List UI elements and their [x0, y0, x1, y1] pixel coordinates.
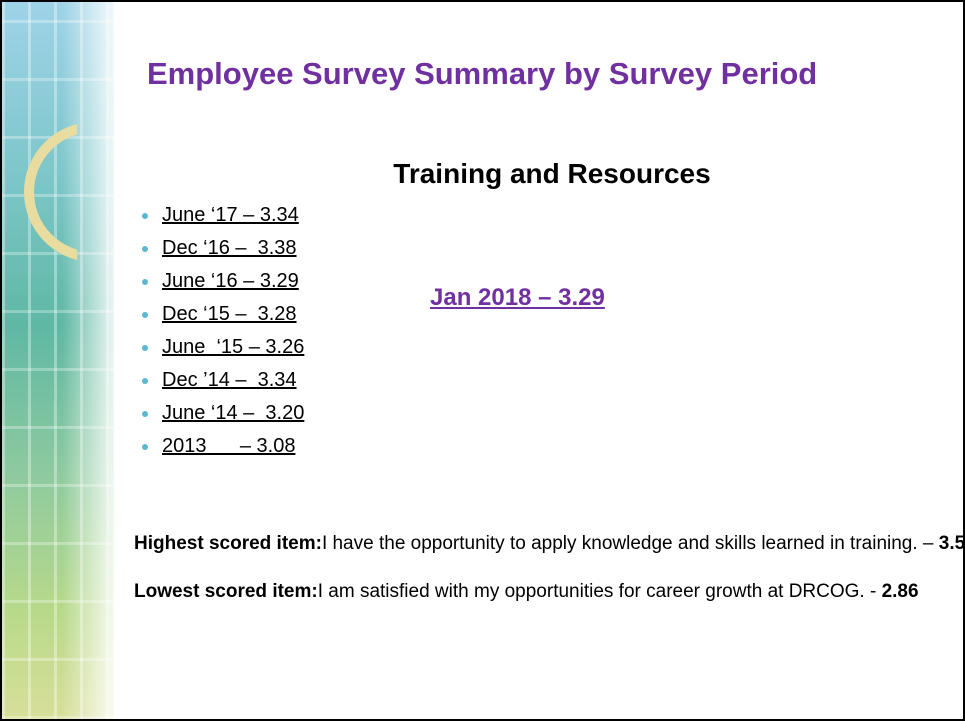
- item: Dec ’14 – 3.34: [140, 365, 304, 398]
- item-text: June ‘14 – 3.20: [162, 402, 305, 424]
- item-text: June ‘15 – 3.26: [162, 336, 305, 358]
- item: Dec ‘15 – 3.28: [140, 299, 304, 332]
- item-text: Dec ‘16 – 3.38: [162, 237, 297, 259]
- current-score: Jan 2018 – 3.29: [430, 284, 605, 311]
- item: 2013 – 3.08: [140, 431, 304, 464]
- label: Lowest scored item:: [134, 581, 318, 602]
- item: Dec ‘16 – 3.38: [140, 233, 304, 266]
- item: June ‘16 – 3.29: [140, 266, 304, 299]
- subtitle: Training and Resources: [393, 158, 711, 189]
- item-text: Dec ’14 – 3.34: [162, 369, 297, 391]
- item-list: June ‘17 – 3.34 Dec ‘16 – 3.38 June ‘16 – …: [140, 200, 304, 464]
- item-text: June ‘16 – 3.29: [162, 270, 299, 292]
- label: Highest scored item:: [134, 533, 322, 554]
- item-text: 2013 – 3.08: [162, 435, 296, 457]
- score: 3.52: [938, 533, 965, 554]
- score: 2.86: [881, 581, 919, 602]
- item: June ‘15 – 3.26: [140, 332, 304, 365]
- lowest-item: Lowest scored item:I am satisfied with m…: [134, 581, 963, 602]
- item: June ‘14 – 3.20: [140, 398, 304, 431]
- text: I have the opportunity to apply knowledg…: [321, 533, 939, 554]
- decor-fade: [62, 2, 122, 719]
- item-text: Dec ‘15 – 3.28: [162, 303, 297, 325]
- item: June ‘17 – 3.34: [140, 200, 304, 233]
- title: Employee Survey Summary by Survey Period: [147, 56, 818, 91]
- text: I am satisfied with my opportunities for…: [317, 581, 882, 602]
- highest-item: Highest scored item:I have the opportuni…: [134, 533, 965, 554]
- item-text: June ‘17 – 3.34: [162, 204, 299, 226]
